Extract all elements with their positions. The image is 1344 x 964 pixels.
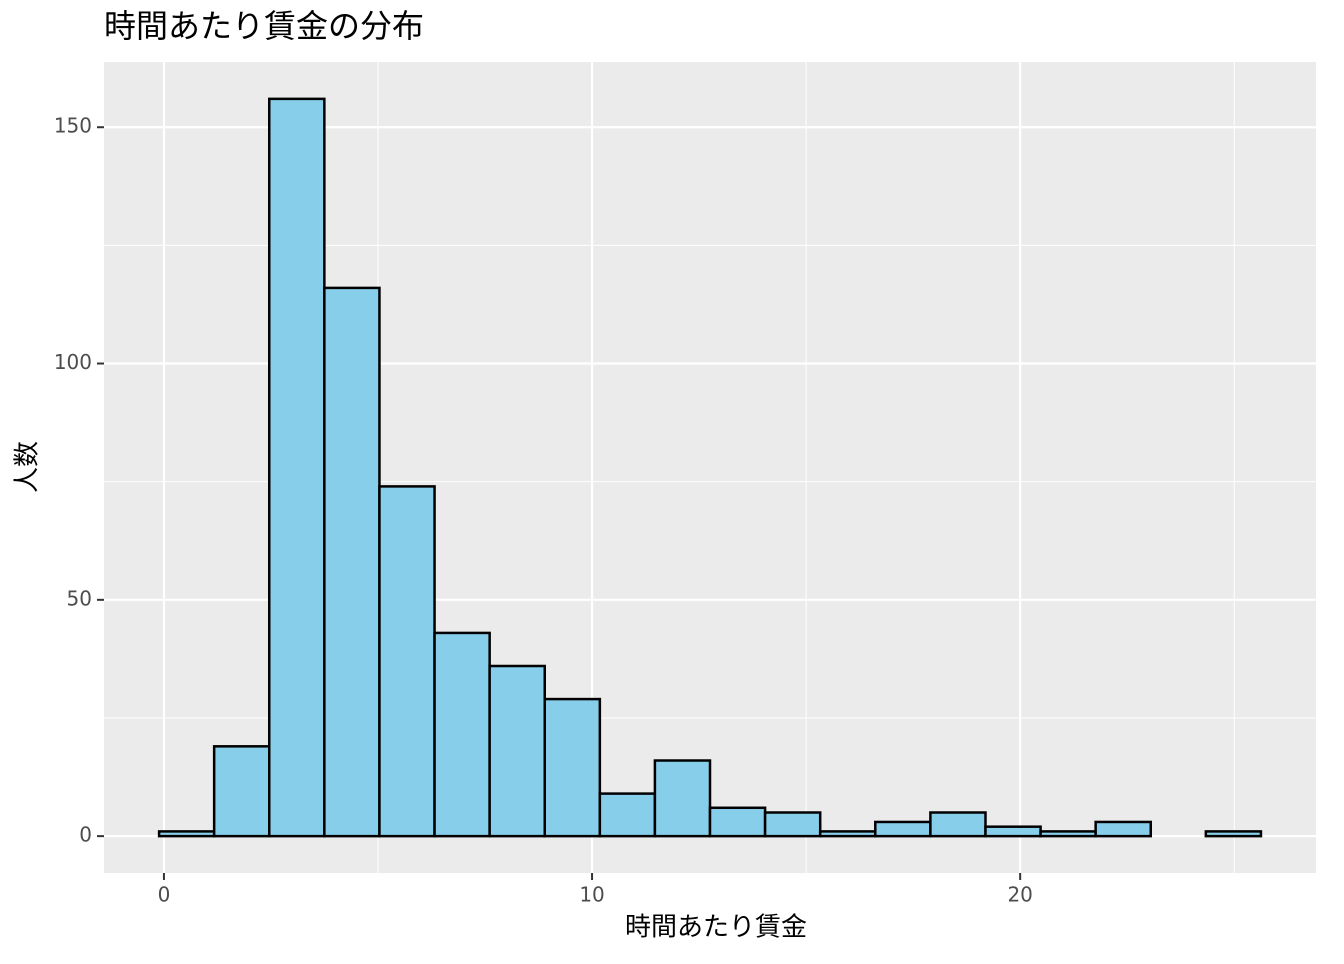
x-axis-title: 時間あたり賃金	[625, 913, 807, 943]
bar	[433, 631, 491, 838]
bar	[653, 759, 712, 838]
y-axis-title: 人数	[13, 441, 43, 493]
bar	[1039, 830, 1097, 838]
bar	[323, 286, 381, 838]
x-tick-label: 0	[158, 883, 171, 907]
y-tick-label: 0	[79, 823, 92, 847]
bar	[708, 806, 767, 838]
bar	[763, 811, 822, 838]
bar	[984, 825, 1042, 838]
x-tick-label: 20	[1007, 883, 1032, 907]
bar	[874, 820, 932, 838]
y-tick-label: 150	[54, 114, 92, 138]
bar	[268, 97, 326, 838]
x-tick-label: 10	[579, 883, 604, 907]
bar	[157, 830, 216, 838]
bar	[598, 792, 657, 838]
chart-title: 時間あたり賃金の分布	[104, 7, 424, 45]
bar	[1094, 820, 1152, 838]
bar	[212, 745, 271, 838]
y-tick-label: 50	[67, 586, 92, 610]
bar	[818, 830, 877, 838]
bar	[488, 664, 546, 838]
bar	[1204, 830, 1263, 838]
bar	[543, 697, 602, 838]
bar	[378, 485, 436, 838]
bar	[929, 811, 987, 838]
y-tick-label: 100	[54, 350, 92, 374]
